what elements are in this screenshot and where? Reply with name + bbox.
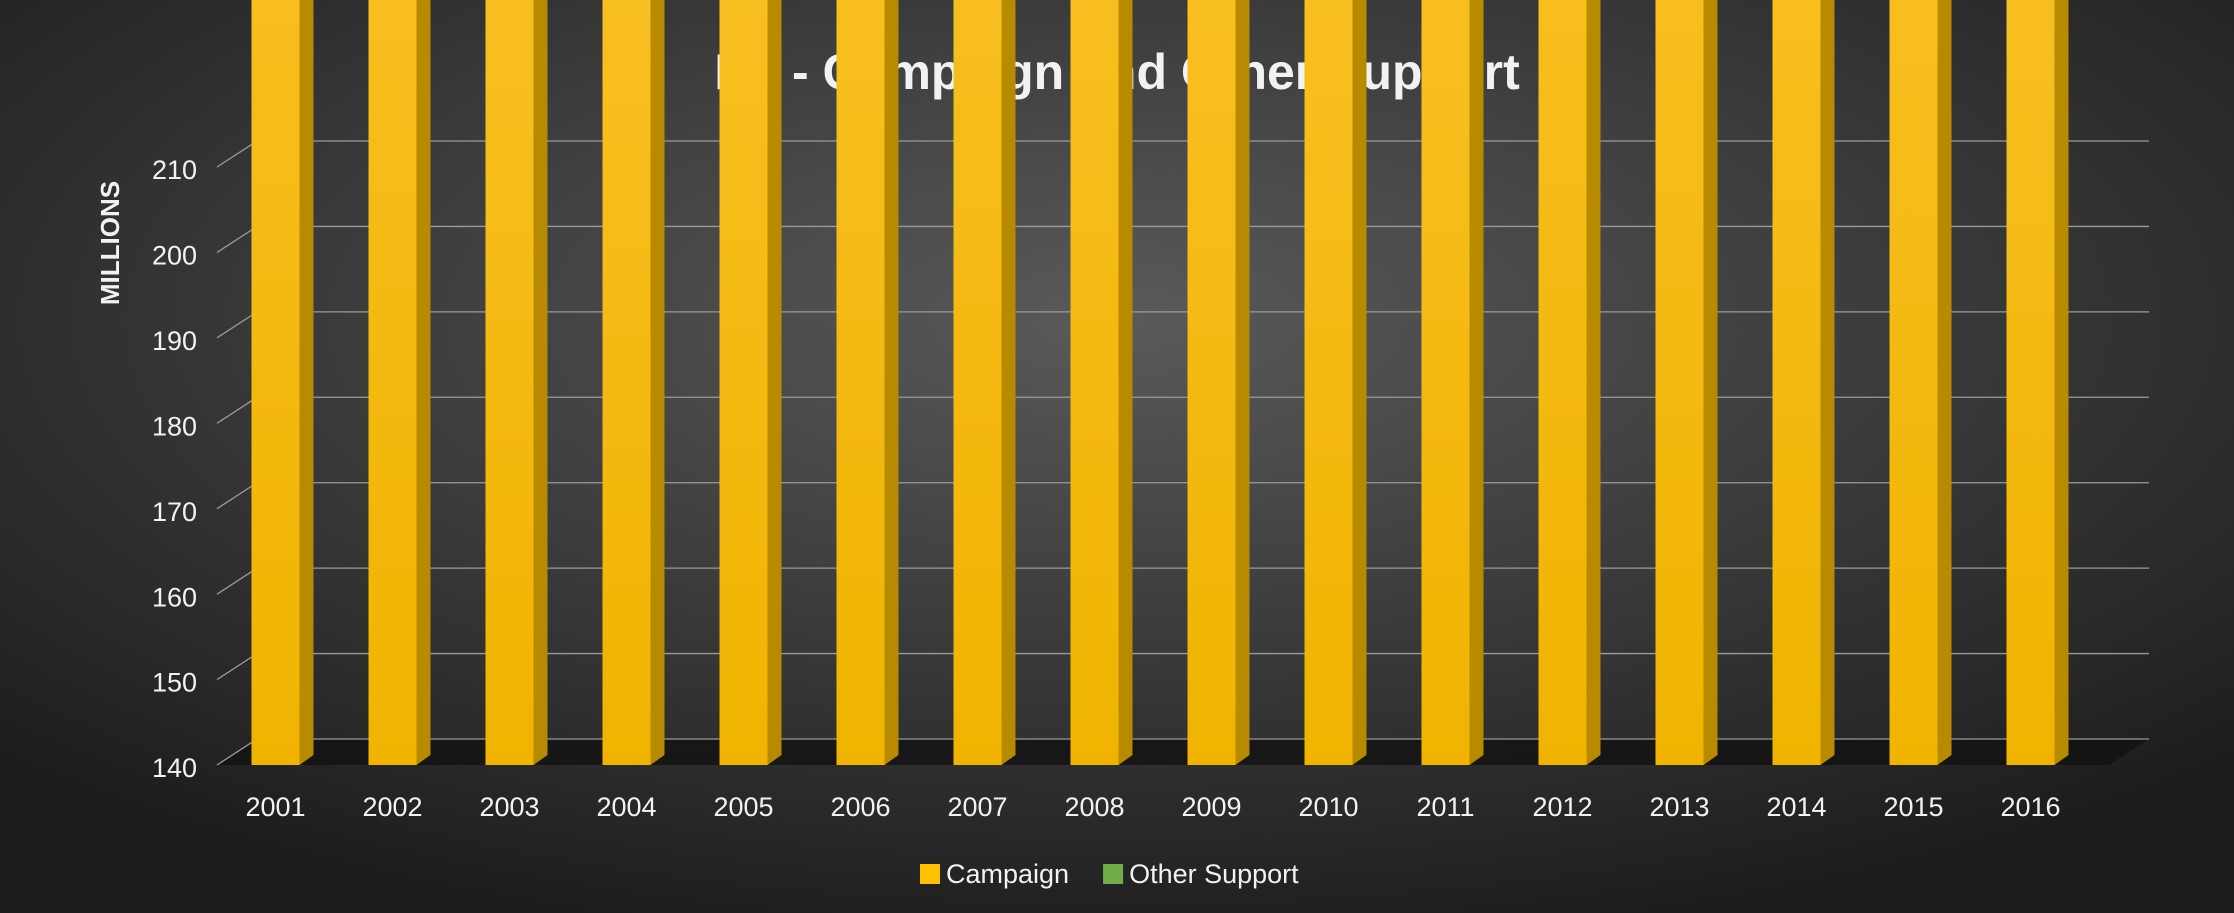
y-axis-title: MILLIONS — [95, 181, 125, 305]
x-tick-label: 2005 — [713, 792, 773, 822]
bar — [1304, 0, 1353, 765]
legend-swatch — [1103, 864, 1124, 884]
bar-side — [1469, 0, 1484, 765]
bar-side — [884, 0, 899, 765]
y-tick-label: 160 — [152, 582, 197, 612]
bar — [1421, 0, 1470, 765]
bar — [836, 0, 885, 766]
bar-side — [1118, 0, 1133, 765]
x-tick-label: 2001 — [245, 792, 305, 822]
bar — [1889, 0, 1938, 765]
bar-side — [650, 0, 665, 765]
legend-swatch — [920, 864, 940, 884]
y-tick-label: 200 — [152, 241, 197, 271]
x-tick-label: 2015 — [1883, 792, 1943, 822]
bar-side — [299, 0, 314, 765]
y-tick-label: 210 — [152, 155, 197, 185]
legend-label: Other Support — [1129, 859, 1299, 889]
x-tick-label: 2007 — [947, 792, 1007, 822]
bar-side — [1820, 0, 1835, 765]
bar-side — [1937, 0, 1952, 765]
x-tick-label: 2012 — [1532, 792, 1592, 822]
bar-side — [1001, 0, 1016, 765]
bar — [953, 0, 1002, 765]
bar — [719, 0, 768, 765]
y-tick-label: 170 — [152, 497, 197, 527]
bar-side — [1703, 0, 1718, 765]
x-tick-label: 2008 — [1064, 792, 1124, 822]
bar-side — [1352, 0, 1367, 765]
x-tick-label: 2011 — [1416, 792, 1474, 822]
bar — [2006, 0, 2055, 766]
bar-side — [2054, 0, 2069, 765]
x-tick-label: 2014 — [1766, 792, 1826, 822]
bar-side — [1586, 0, 1601, 765]
bar — [1187, 0, 1236, 765]
bar — [1070, 0, 1119, 766]
y-tick-label: 180 — [152, 411, 197, 441]
bar — [1538, 0, 1587, 766]
x-tick-label: 2010 — [1298, 792, 1358, 822]
y-tick-label: 150 — [152, 668, 197, 698]
x-tick-label: 2003 — [479, 792, 539, 822]
bar — [251, 0, 300, 765]
bar-side — [767, 0, 782, 765]
bar — [485, 0, 534, 765]
bar — [1655, 0, 1704, 766]
bar-side — [416, 0, 431, 765]
y-tick-label: 190 — [152, 326, 197, 356]
bar — [1772, 0, 1821, 765]
x-tick-label: 2006 — [830, 792, 890, 822]
bar-side — [1235, 0, 1250, 765]
x-tick-label: 2004 — [596, 792, 656, 822]
legend-label: Campaign — [946, 859, 1069, 889]
bar-side — [533, 0, 548, 765]
x-tick-label: 2016 — [2000, 792, 2060, 822]
x-tick-label: 2009 — [1181, 792, 1241, 822]
bar — [602, 0, 651, 765]
x-tick-label: 2013 — [1649, 792, 1709, 822]
y-tick-label: 140 — [152, 753, 197, 783]
x-tick-label: 2002 — [362, 792, 422, 822]
bar — [368, 0, 417, 766]
